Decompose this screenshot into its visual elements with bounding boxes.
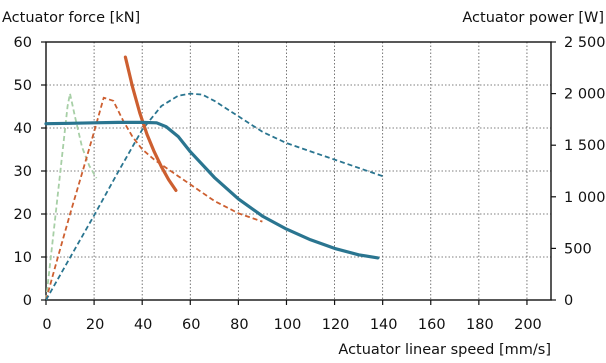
x-tick-label: 40 [134,317,152,333]
x-tick-label: 140 [370,317,398,333]
y-left-tick-label: 60 [14,35,32,51]
y-left-tick-label: 40 [14,121,32,137]
y-right-tick-label: 1 000 [564,190,606,206]
y-right-tick-label: 500 [564,241,592,257]
x-tick-label: 60 [182,317,200,333]
y-right-tick-label: 1 500 [564,138,606,154]
x-tick-label: 120 [322,317,350,333]
series-layer [44,55,383,301]
x-tick-label: 80 [230,317,248,333]
series-line-3 [45,96,263,301]
grid [46,42,551,300]
y-right-tick-label: 2 000 [564,87,606,103]
x-tick-label: 0 [42,317,51,333]
y-right-tick-label: 2 500 [564,35,606,51]
y-right-axis-label: Actuator power [W] [462,10,604,26]
series-line-1 [45,92,383,301]
x-axis-ticks: 0 20 40 60 80 100 120 140 160 180 200 [42,300,542,333]
y-left-tick-label: 30 [14,164,32,180]
x-axis-label: Actuator linear speed [mm/s] [338,342,551,358]
x-tick-label: 200 [514,317,542,333]
x-tick-label: 180 [466,317,494,333]
y-left-tick-label: 20 [14,207,32,223]
y-right-tick-label: 0 [564,293,573,309]
y-left-axis-label: Actuator force [kN] [2,10,140,26]
x-tick-label: 160 [418,317,446,333]
y-left-axis-ticks: 0 10 20 30 40 50 60 [14,35,46,309]
y-left-tick-label: 0 [23,293,32,309]
y-right-axis-ticks: 0 500 1 000 1 500 2 000 2 500 [551,35,606,309]
y-left-tick-label: 10 [14,250,32,266]
series-line-2 [123,55,178,192]
x-tick-label: 20 [86,317,104,333]
y-left-tick-label: 50 [14,78,32,94]
series-line-0 [44,120,380,260]
x-tick-label: 100 [274,317,302,333]
